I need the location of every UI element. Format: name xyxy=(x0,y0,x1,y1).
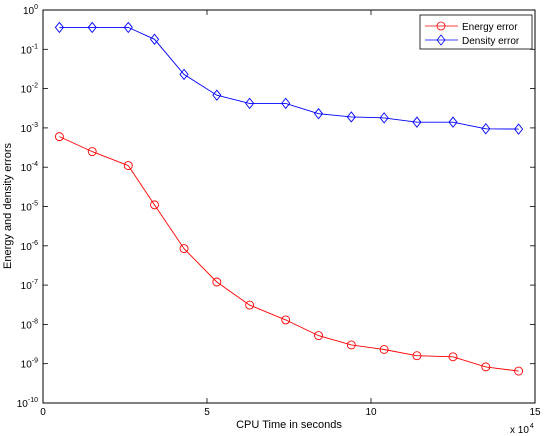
legend-box xyxy=(419,14,533,50)
x-axis-multiplier: x 104 xyxy=(510,423,534,436)
data-point-energy-error xyxy=(179,244,189,254)
legend-label-energy: Energy error xyxy=(462,22,518,33)
data-point-energy-error xyxy=(481,362,491,372)
y-tick-label: 10-3 xyxy=(21,122,38,135)
y-tick-exponent: -7 xyxy=(32,279,38,286)
data-point-density-error xyxy=(179,68,189,81)
y-tick-exponent: -10 xyxy=(28,397,38,404)
data-point-density-error xyxy=(412,116,422,128)
data-point-energy-error xyxy=(346,340,356,350)
legend: Energy error Density error xyxy=(419,14,533,50)
x-multiplier-exponent: 4 xyxy=(530,423,534,430)
y-tick-label: 10-1 xyxy=(21,43,38,56)
plot-area xyxy=(42,9,536,404)
data-point-energy-error xyxy=(54,132,64,142)
y-tick-exponent: -4 xyxy=(32,161,38,168)
data-point-density-error xyxy=(379,112,389,124)
y-tick-exponent: -8 xyxy=(32,318,38,325)
y-tick-label: 10-9 xyxy=(21,358,38,371)
data-point-density-error xyxy=(514,123,524,135)
y-tick-base: 10 xyxy=(21,85,33,96)
y-tick-exponent: 0 xyxy=(34,4,38,11)
y-tick-exponent: -5 xyxy=(32,201,38,208)
y-tick-base: 10 xyxy=(21,163,33,174)
y-tick-base: 10 xyxy=(21,281,33,292)
x-multiplier-base: x 10 xyxy=(510,425,529,436)
data-point-density-error xyxy=(54,21,64,34)
y-tick-base: 10 xyxy=(21,242,33,253)
y-tick-label: 10-10 xyxy=(17,397,38,410)
legend-marker-density xyxy=(436,34,446,46)
data-point-density-error xyxy=(123,21,133,34)
x-tick-label: 0 xyxy=(40,407,46,418)
data-point-density-error xyxy=(448,116,458,128)
data-point-density-error xyxy=(481,123,491,135)
data-point-energy-error xyxy=(281,315,291,325)
y-tick-exponent: -6 xyxy=(32,240,38,247)
y-tick-exponent: -1 xyxy=(32,43,38,50)
y-tick-base: 10 xyxy=(21,45,33,56)
y-tick-label: 10-4 xyxy=(21,161,38,174)
data-point-energy-error xyxy=(412,351,422,361)
data-point-energy-error xyxy=(514,366,524,376)
data-point-energy-error xyxy=(448,352,458,362)
legend-marker-energy xyxy=(436,21,446,31)
series-line-energy-error xyxy=(59,136,519,372)
x-tick-label: 5 xyxy=(204,407,210,418)
y-tick-base: 10 xyxy=(21,203,33,214)
data-point-density-error xyxy=(281,97,291,110)
data-point-density-error xyxy=(346,111,356,123)
data-point-density-error xyxy=(245,97,255,110)
y-tick-exponent: -2 xyxy=(32,83,38,90)
data-point-density-error xyxy=(87,21,97,34)
data-point-density-error xyxy=(313,107,324,120)
data-point-energy-error xyxy=(245,300,255,310)
y-tick-label: 10-6 xyxy=(21,240,38,253)
y-tick-label: 100 xyxy=(23,4,38,17)
y-tick-label: 10-7 xyxy=(21,279,38,292)
data-point-energy-error xyxy=(123,161,133,171)
x-tick-label: 10 xyxy=(365,407,377,418)
x-axis-title: CPU Time in seconds xyxy=(236,419,342,431)
y-tick-exponent: -3 xyxy=(32,122,38,129)
y-tick-label: 10-5 xyxy=(21,201,38,214)
axes-layer: 0 5 10 1510-1010-910-810-710-610-510-410-31… xyxy=(17,4,541,418)
y-tick-base: 10 xyxy=(23,6,35,17)
data-point-density-error xyxy=(212,89,222,101)
y-axis-title: Energy and density errors xyxy=(2,143,14,269)
data-point-energy-error xyxy=(150,200,159,210)
y-tick-base: 10 xyxy=(17,399,29,410)
data-point-density-error xyxy=(149,33,160,45)
y-tick-base: 10 xyxy=(21,124,33,135)
y-tick-label: 10-2 xyxy=(21,83,38,96)
series-layer xyxy=(54,21,524,376)
y-tick-exponent: -9 xyxy=(32,358,38,365)
x-tick-label: 15 xyxy=(529,407,541,418)
legend-label-density: Density error xyxy=(462,36,520,47)
data-point-energy-error xyxy=(314,331,323,341)
series-line-density-error xyxy=(59,26,519,130)
data-point-energy-error xyxy=(87,147,97,157)
data-point-energy-error xyxy=(212,277,222,287)
y-tick-label: 10-8 xyxy=(21,318,38,331)
y-tick-base: 10 xyxy=(21,320,33,331)
y-tick-base: 10 xyxy=(21,360,33,371)
data-point-energy-error xyxy=(379,345,389,354)
